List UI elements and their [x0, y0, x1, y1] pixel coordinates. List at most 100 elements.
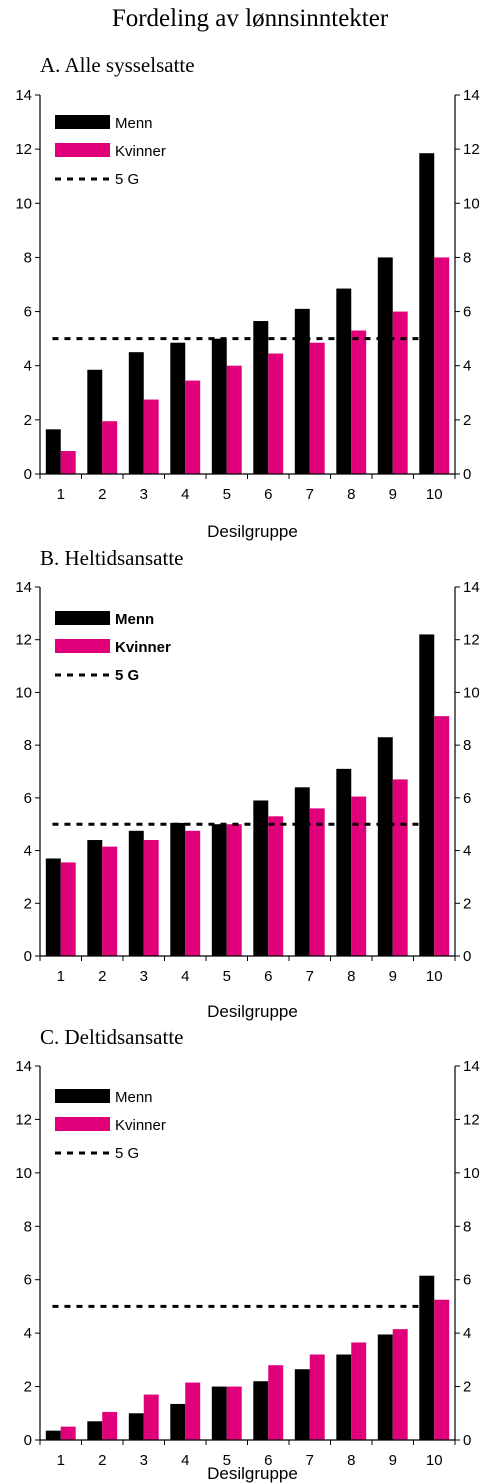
x-tick-label: 1: [57, 968, 65, 985]
bar-menn: [294, 1369, 310, 1440]
y-tick-label-right: 0: [463, 1432, 471, 1449]
x-tick-label: 8: [347, 1452, 355, 1469]
y-tick-label-left: 14: [15, 579, 32, 596]
y-tick-label-right: 14: [463, 87, 480, 104]
bar-kvinner: [351, 796, 367, 956]
y-tick-label-right: 0: [463, 948, 471, 965]
x-tick-label: 4: [181, 1452, 189, 1469]
bar-menn: [253, 800, 269, 956]
legend-swatch-kvinner: [55, 639, 110, 653]
bar-kvinner: [102, 421, 118, 474]
y-tick-label-right: 8: [463, 1218, 471, 1235]
y-tick-label-left: 10: [15, 684, 32, 701]
bar-menn: [253, 321, 269, 474]
panel-title: A. Alle sysselsatte: [40, 53, 195, 77]
y-tick-label-right: 6: [463, 790, 471, 807]
x-axis-label: Desilgruppe: [207, 522, 298, 541]
x-tick-label: 7: [306, 1452, 314, 1469]
x-tick-label: 1: [57, 1452, 65, 1469]
x-tick-label: 4: [181, 486, 189, 503]
bar-menn: [253, 1381, 269, 1440]
bar-kvinner: [102, 846, 118, 956]
y-tick-label-left: 0: [24, 1432, 32, 1449]
bar-menn: [294, 787, 310, 956]
bar-kvinner: [268, 816, 284, 956]
y-tick-label-left: 2: [24, 1379, 32, 1396]
legend-swatch-menn: [55, 611, 110, 625]
bar-kvinner: [434, 1299, 450, 1440]
x-tick-label: 1: [57, 486, 65, 503]
y-tick-label-left: 4: [24, 1325, 32, 1342]
y-tick-label-left: 2: [24, 412, 32, 429]
y-tick-label-left: 4: [24, 358, 32, 375]
bar-kvinner: [268, 1365, 284, 1440]
x-tick-label: 10: [426, 968, 443, 985]
legend-label-5g: 5 G: [115, 171, 139, 188]
bar-kvinner: [185, 1382, 201, 1440]
y-tick-label-right: 14: [463, 1058, 480, 1075]
y-tick-label-left: 12: [15, 1111, 32, 1128]
y-tick-label-left: 10: [15, 195, 32, 212]
x-tick-label: 6: [264, 486, 272, 503]
x-tick-label: 10: [426, 1452, 443, 1469]
x-tick-label: 2: [98, 1452, 106, 1469]
y-tick-label-right: 10: [463, 1165, 480, 1182]
bar-kvinner: [185, 830, 201, 956]
legend-swatch-menn: [55, 115, 110, 129]
bar-kvinner: [309, 342, 325, 474]
y-tick-label-right: 2: [463, 1379, 471, 1396]
y-tick-label-left: 12: [15, 632, 32, 649]
bar-menn: [419, 153, 435, 474]
y-tick-label-right: 12: [463, 1111, 480, 1128]
legend-swatch-menn: [55, 1089, 110, 1103]
bar-menn: [87, 369, 103, 474]
bar-menn: [128, 1413, 144, 1440]
legend-label-menn: Menn: [115, 611, 154, 628]
y-tick-label-left: 6: [24, 790, 32, 807]
bar-kvinner: [434, 257, 450, 474]
y-tick-label-right: 8: [463, 737, 471, 754]
y-tick-label-right: 10: [463, 684, 480, 701]
y-tick-label-left: 2: [24, 895, 32, 912]
bar-kvinner: [226, 365, 242, 474]
legend-label-kvinner: Kvinner: [115, 639, 171, 656]
x-tick-label: 8: [347, 486, 355, 503]
bar-menn: [45, 1430, 61, 1440]
bar-menn: [211, 824, 227, 956]
y-tick-label-left: 8: [24, 1218, 32, 1235]
y-tick-label-left: 6: [24, 304, 32, 321]
x-tick-label: 9: [389, 486, 397, 503]
y-tick-label-right: 14: [463, 579, 480, 596]
bar-menn: [45, 429, 61, 474]
bar-kvinner: [351, 1342, 367, 1440]
x-tick-label: 6: [264, 1452, 272, 1469]
bar-menn: [377, 257, 393, 474]
y-tick-label-right: 8: [463, 249, 471, 266]
y-tick-label-left: 8: [24, 249, 32, 266]
bar-kvinner: [60, 1426, 76, 1440]
bar-kvinner: [351, 330, 367, 474]
x-tick-label: 3: [140, 1452, 148, 1469]
x-tick-label: 5: [223, 1452, 231, 1469]
legend-swatch-kvinner: [55, 143, 110, 157]
bar-menn: [336, 768, 352, 956]
x-tick-label: 2: [98, 486, 106, 503]
y-tick-label-left: 14: [15, 87, 32, 104]
x-tick-label: 10: [426, 486, 443, 503]
y-tick-label-left: 10: [15, 1165, 32, 1182]
y-tick-label-right: 2: [463, 895, 471, 912]
x-tick-label: 2: [98, 968, 106, 985]
legend-label-kvinner: Kvinner: [115, 143, 166, 160]
y-tick-label-left: 14: [15, 1058, 32, 1075]
y-tick-label-right: 4: [463, 1325, 471, 1342]
bar-menn: [419, 1275, 435, 1440]
bar-kvinner: [309, 808, 325, 956]
bar-kvinner: [392, 779, 408, 956]
bar-menn: [170, 822, 186, 956]
bar-menn: [170, 1403, 186, 1440]
y-tick-label-left: 8: [24, 737, 32, 754]
bar-kvinner: [226, 1386, 242, 1440]
bar-kvinner: [392, 311, 408, 474]
legend-label-5g: 5 G: [115, 1145, 139, 1162]
x-tick-label: 9: [389, 968, 397, 985]
